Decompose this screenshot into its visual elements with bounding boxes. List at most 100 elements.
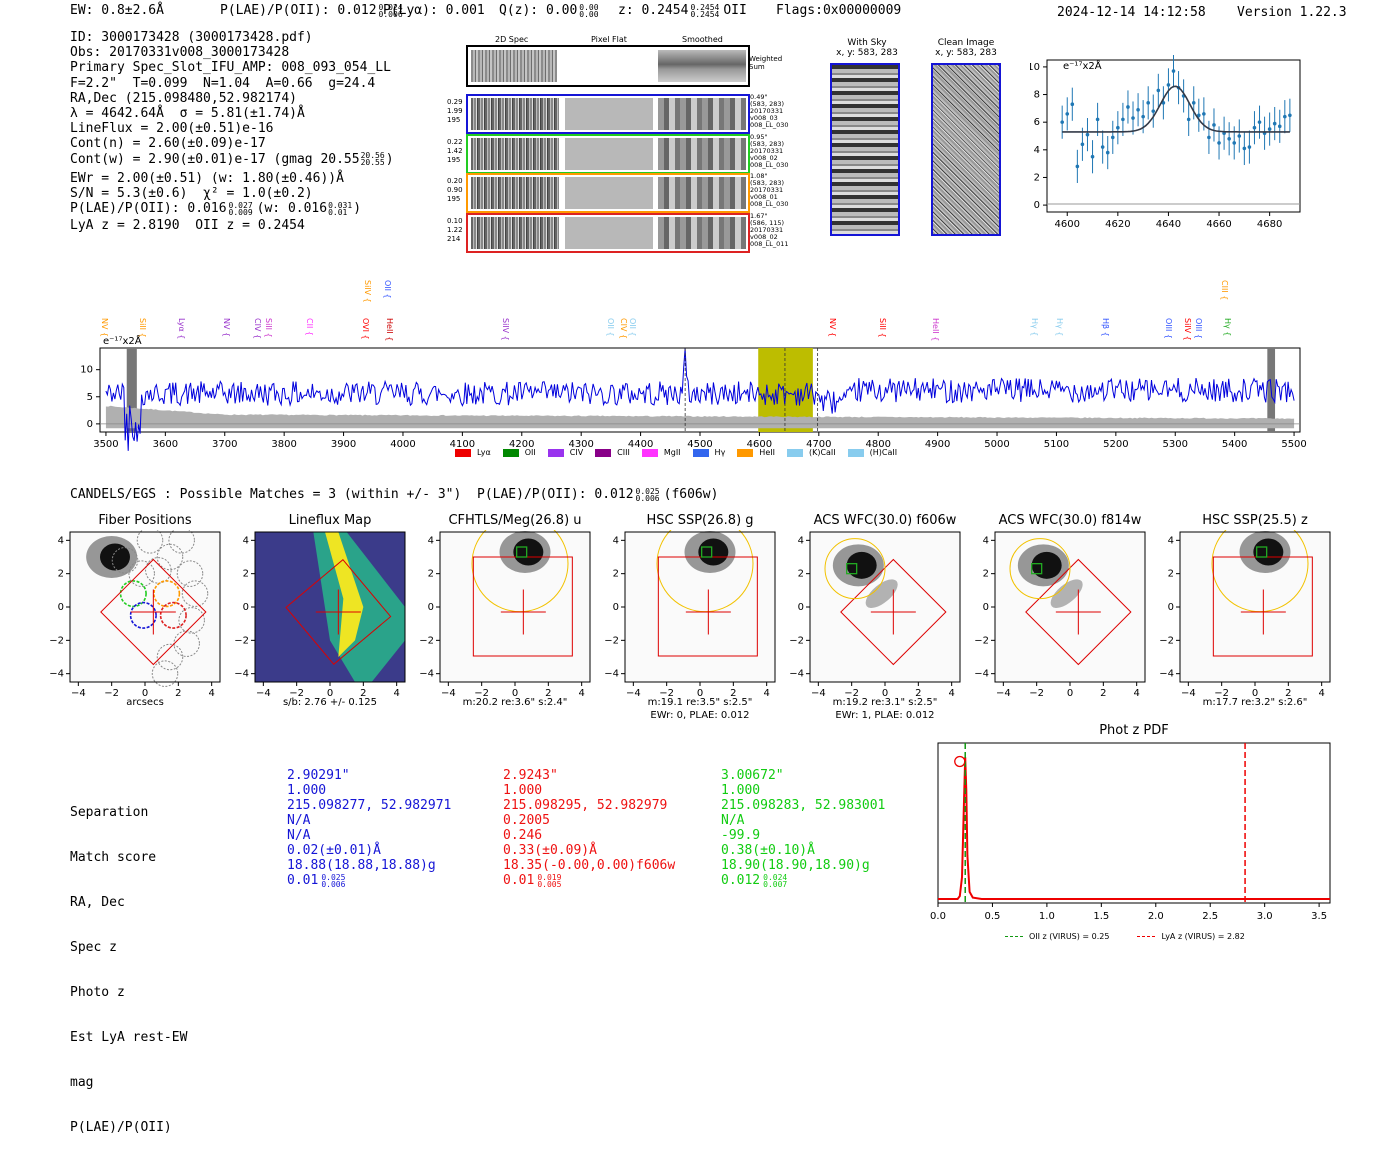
cutout-left-value: 195 bbox=[447, 116, 461, 124]
cutout-smoothed-image bbox=[658, 216, 746, 249]
match-cell-text: 0.02(±0.01)Å bbox=[287, 843, 381, 858]
panel-x-tick-label: 2 bbox=[175, 688, 181, 699]
match-marker bbox=[701, 546, 713, 558]
line-label: HeII { bbox=[385, 318, 394, 342]
fit-point bbox=[1100, 145, 1105, 149]
photz-x-tick-label: 2.0 bbox=[1148, 911, 1164, 922]
panel-x-tick-label: 2 bbox=[1285, 688, 1291, 699]
galaxy-arm bbox=[865, 579, 898, 608]
cutout-row-2 bbox=[466, 173, 750, 213]
photz-series-line bbox=[938, 757, 1330, 900]
cutout-left-value: 1.99 bbox=[447, 107, 463, 115]
match-cell: 3.00672" bbox=[721, 768, 885, 783]
spec-x-tick-label: 4200 bbox=[509, 439, 534, 450]
match-marker bbox=[1256, 546, 1268, 558]
fit-x-tick-label: 4640 bbox=[1156, 219, 1181, 230]
cutout-pixelflat-image bbox=[565, 137, 653, 170]
cutout-pixelflat-image bbox=[565, 98, 653, 130]
label-photoz: Photo z bbox=[70, 985, 125, 1000]
cutout-left-value: 0.20 bbox=[447, 177, 463, 185]
match-cell: 1.000 bbox=[721, 783, 885, 798]
cutout-left-value: 0.22 bbox=[447, 137, 463, 146]
galaxy-arm bbox=[1050, 579, 1083, 608]
spec-x-tick-label: 5500 bbox=[1281, 439, 1306, 450]
info-sn: S/N = 5.3(±0.6) χ² = 1.0(±0.2) bbox=[70, 185, 313, 201]
fit-y-ticks: 0 2 4 6 8 10 bbox=[1030, 62, 1047, 211]
spec-error-band bbox=[105, 405, 1295, 429]
cutout-right-value: v008_02 bbox=[750, 153, 778, 162]
spec-x-tick-label: 3600 bbox=[153, 439, 178, 450]
match-cell-text: 2.9243" bbox=[503, 768, 558, 783]
cutout-2d-image bbox=[471, 137, 559, 170]
header-qz: Q(z): 0.00 0.00 0.00 bbox=[499, 2, 599, 19]
cutout-2d-image bbox=[471, 216, 559, 249]
with-sky-title: With Sky x, y: 583, 283 bbox=[836, 38, 898, 58]
fit-point bbox=[1237, 134, 1242, 138]
fit-point bbox=[1267, 127, 1272, 131]
match-plae-sup: 0.024 bbox=[763, 872, 788, 882]
legend-label: CIII bbox=[617, 448, 630, 457]
weighted-smoothed-image bbox=[658, 50, 746, 82]
legend-item: (K)CaII bbox=[786, 448, 836, 457]
panel-x-tick-label: −4 bbox=[1181, 688, 1196, 699]
match-labels: Separation Match score RA, Dec Spec z Ph… bbox=[70, 775, 187, 1150]
panel-y-tick-label: −2 bbox=[234, 635, 249, 646]
ifu-box bbox=[840, 558, 947, 666]
fit-x-tick-label: 4620 bbox=[1105, 219, 1130, 230]
panel-x-tick-label: 4 bbox=[948, 688, 954, 699]
legend-item: (H)CaII bbox=[847, 448, 897, 457]
legend-swatch bbox=[547, 448, 564, 457]
fit-point bbox=[1207, 135, 1211, 140]
fiber-circle-dashed bbox=[181, 580, 209, 607]
panel-x-tick-label: 2 bbox=[545, 688, 551, 699]
photz-x-tick-label: 1.5 bbox=[1093, 911, 1109, 922]
cutout-header-pixelflat: Pixel Flat bbox=[591, 35, 627, 44]
fit-point bbox=[1070, 102, 1075, 107]
fit-gaussian-curve bbox=[1062, 85, 1290, 133]
info-id: ID: 3000173428 (3000173428.pdf) bbox=[70, 30, 313, 45]
line-label: NV { bbox=[100, 318, 109, 338]
line-label: CII { bbox=[305, 318, 314, 336]
panel-acs606: −4 −2 0 2 4 4 2 0 −2 −4 bbox=[789, 531, 961, 699]
line-label: SiIV { bbox=[501, 318, 510, 341]
panel-y-tick-label: −2 bbox=[49, 635, 64, 646]
match-cell: N/A bbox=[287, 828, 451, 843]
fit-point bbox=[1257, 120, 1262, 124]
panel-x-tick-label: 0 bbox=[327, 688, 333, 699]
match-cell-text: 0.012 bbox=[721, 873, 761, 888]
cutout-row-left-label: 0.20 0.90 195 bbox=[447, 177, 465, 204]
match-plae-sub: 0.006 bbox=[321, 879, 346, 889]
fit-point bbox=[1227, 136, 1231, 141]
panel-x-tick-label: 4 bbox=[1133, 688, 1139, 699]
lineflux-yellow bbox=[325, 532, 364, 657]
match-cell: 18.88(18.88,18.88)g bbox=[287, 858, 451, 873]
spec-x-tick-label: 3700 bbox=[212, 439, 237, 450]
photz-marker bbox=[954, 755, 966, 768]
match-cell: 0.01 0.025 0.006 bbox=[287, 873, 451, 888]
panel-title: HSC SSP(25.5) z bbox=[1202, 513, 1308, 528]
panel-y-tick-label: −4 bbox=[789, 669, 804, 680]
match-cell-text: 1.000 bbox=[503, 783, 543, 798]
panel-y-tick-label: 0 bbox=[428, 602, 434, 613]
fit-y-tick-label: 0 bbox=[1034, 200, 1040, 211]
panel-x-tick-label: −4 bbox=[441, 688, 456, 699]
line-label: OIII { bbox=[1164, 318, 1173, 340]
info-plae: P(LAE)/P(OII): 0.016 0.027 0.009 (w: 0.0160… bbox=[70, 200, 362, 217]
cutout-right-value: 008_LL_030 bbox=[750, 160, 789, 169]
spec-x-tick-label: 4600 bbox=[747, 439, 772, 450]
panel-y-tick-label: −2 bbox=[419, 635, 434, 646]
match-cell: 0.02(±0.01)Å bbox=[287, 843, 451, 858]
line-label: CIV { bbox=[253, 318, 262, 340]
cutout-left-value: 0.90 bbox=[447, 186, 463, 194]
ifu-box bbox=[1025, 558, 1132, 666]
fit-point bbox=[1288, 113, 1292, 118]
cutout-left-value: 214 bbox=[447, 234, 461, 243]
fit-y-tick-label: 6 bbox=[1034, 117, 1040, 128]
photz-x-tick-label: 0.0 bbox=[930, 911, 946, 922]
ifu-box bbox=[100, 558, 207, 666]
fit-x-tick-label: 4600 bbox=[1055, 219, 1080, 230]
match-column-2: 3.00672" 1.000 215.098283, 52.983001 N/A -99… bbox=[721, 768, 885, 888]
spectrum-legend: Lyα OII CIV CIII MgII Hγ HeII (K)CaII (H)CaII bbox=[455, 448, 909, 457]
match-marker bbox=[1031, 563, 1043, 575]
cutout-header-smoothed: Smoothed bbox=[682, 35, 723, 44]
